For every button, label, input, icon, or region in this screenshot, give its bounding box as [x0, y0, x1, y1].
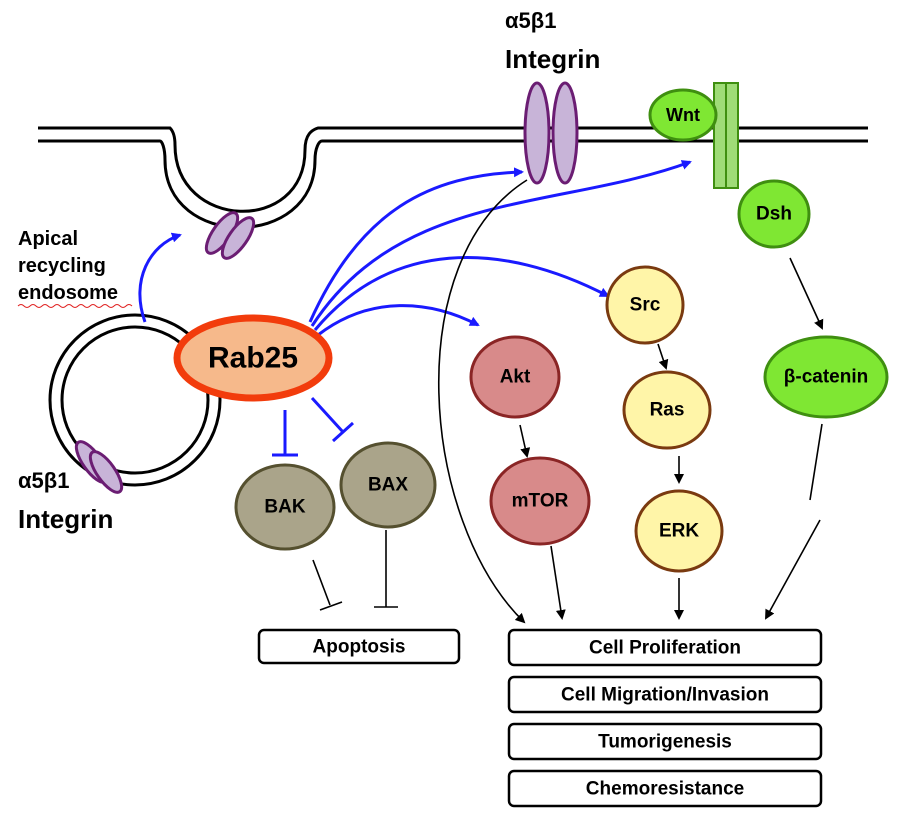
wnt-node[interactable]: Wnt	[648, 88, 718, 142]
apical-label-line1: Apical	[18, 228, 78, 250]
apoptosis-box[interactable]: Apoptosis	[257, 628, 461, 665]
bax-label: BAX	[368, 475, 408, 496]
integrin-bottom-label-line1: α5β1	[18, 468, 69, 493]
akt-node[interactable]: Akt	[469, 335, 561, 419]
ras-node[interactable]: Ras	[622, 370, 712, 450]
integrin-top-label-line1: α5β1	[505, 8, 556, 33]
mtor-node[interactable]: mTOR	[489, 456, 591, 546]
wnt-label: Wnt	[666, 105, 700, 125]
proliferation-box[interactable]: Cell Proliferation	[507, 628, 823, 667]
chemoresistance-box[interactable]: Chemoresistance	[507, 769, 823, 808]
src-label: Src	[630, 295, 661, 316]
integrin-top-label-line2: Integrin	[505, 44, 600, 74]
integrin-membrane-icon	[523, 81, 579, 185]
bak-label: BAK	[264, 497, 305, 518]
tumorigenesis-box[interactable]: Tumorigenesis	[507, 722, 823, 761]
rab25-inhibition-lines	[272, 396, 355, 457]
apical-label-line2: recycling	[18, 255, 106, 277]
integrin-invagination-icon	[204, 211, 256, 260]
akt-label: Akt	[500, 367, 531, 388]
ras-label: Ras	[650, 400, 685, 421]
apoptosis-inhibition-lines	[312, 530, 398, 611]
proliferation-label: Cell Proliferation	[589, 638, 741, 659]
wnt-receptor-icon	[713, 82, 739, 189]
bax-node[interactable]: BAX	[339, 441, 437, 529]
spellcheck-underline	[17, 304, 133, 308]
migration-box[interactable]: Cell Migration/Invasion	[507, 675, 823, 714]
erk-label: ERK	[659, 521, 699, 542]
src-node[interactable]: Src	[605, 265, 685, 345]
apoptosis-label: Apoptosis	[313, 637, 406, 658]
integrin-bottom-label-line2: Integrin	[18, 504, 113, 534]
apical-label-line3: endosome	[18, 282, 118, 304]
dsh-label: Dsh	[756, 204, 792, 225]
rab25-node[interactable]: Rab25	[173, 314, 333, 402]
signaling-arrows	[438, 179, 824, 624]
recycling-endosome	[48, 313, 222, 487]
tumorigenesis-label: Tumorigenesis	[598, 732, 732, 753]
bak-node[interactable]: BAK	[234, 463, 336, 551]
erk-node[interactable]: ERK	[634, 489, 724, 573]
migration-label: Cell Migration/Invasion	[561, 685, 769, 706]
beta-catenin-node[interactable]: β-catenin	[763, 335, 889, 419]
dsh-node[interactable]: Dsh	[737, 179, 811, 249]
beta-catenin-label: β-catenin	[784, 367, 868, 388]
chemoresistance-label: Chemoresistance	[586, 779, 744, 800]
rab25-label: Rab25	[208, 342, 298, 375]
mtor-label: mTOR	[512, 491, 569, 512]
integrin-endosome-icon	[74, 440, 124, 494]
rab25-activation-arrows	[138, 160, 692, 337]
